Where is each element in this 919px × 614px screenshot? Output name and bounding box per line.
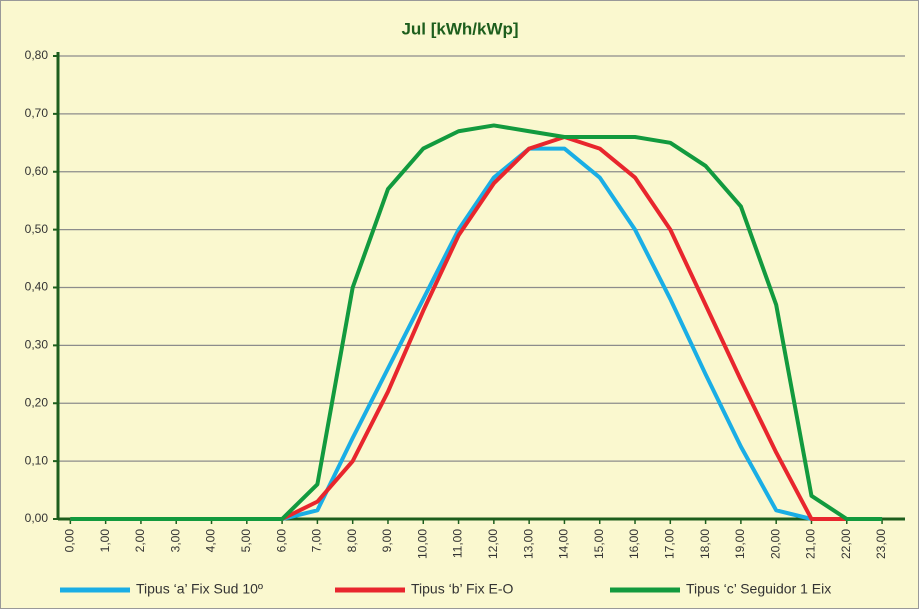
x-tick-label: 10,00 — [415, 529, 429, 559]
x-tick-label: 0,00 — [63, 529, 77, 553]
x-tick-label: 12,00 — [486, 529, 500, 559]
x-tick-label: 16,00 — [627, 529, 641, 559]
series-line — [70, 123, 883, 521]
x-tick-label: 18,00 — [698, 529, 712, 559]
x-tick-label: 15,00 — [592, 529, 606, 559]
x-tick-label: 22,00 — [839, 529, 853, 559]
x-tick-label: 9,00 — [380, 529, 394, 553]
y-tick-label: 0,00 — [25, 511, 49, 525]
y-tick-label: 0,70 — [25, 106, 49, 120]
y-tick-label: 0,50 — [25, 222, 49, 236]
x-tick-label: 2,00 — [133, 529, 147, 553]
x-tick-label: 17,00 — [662, 529, 676, 559]
x-tick-label: 7,00 — [310, 529, 324, 553]
x-tick-label: 14,00 — [557, 529, 571, 559]
x-tick-label: 13,00 — [521, 529, 535, 559]
y-tick-label: 0,80 — [25, 48, 49, 62]
x-tick-label: 3,00 — [168, 529, 182, 553]
y-tick-label: 0,60 — [25, 164, 49, 178]
x-tick-label: 6,00 — [274, 529, 288, 553]
x-tick-label: 1,00 — [98, 529, 112, 553]
y-tick-label: 0,20 — [25, 395, 49, 409]
legend-label: Tipus ‘c’ Seguidor 1 Eix — [686, 581, 831, 597]
x-tick-label: 8,00 — [345, 529, 359, 553]
legend-label: Tipus ‘b’ Fix E-O — [411, 581, 514, 597]
x-tick-label: 5,00 — [239, 529, 253, 553]
y-tick-label: 0,40 — [25, 280, 49, 294]
x-tick-label: 23,00 — [874, 529, 888, 559]
legend-label: Tipus ‘a’ Fix Sud 10º — [136, 581, 263, 597]
x-tick-label: 20,00 — [768, 529, 782, 559]
x-tick-label: 19,00 — [733, 529, 747, 559]
y-tick-label: 0,10 — [25, 453, 49, 467]
x-tick-label: 4,00 — [204, 529, 218, 553]
y-tick-label: 0,30 — [25, 338, 49, 352]
chart-title: Jul [kWh/kWp] — [401, 19, 518, 38]
x-tick-label: 11,00 — [451, 529, 465, 558]
x-tick-label: 21,00 — [804, 529, 818, 559]
